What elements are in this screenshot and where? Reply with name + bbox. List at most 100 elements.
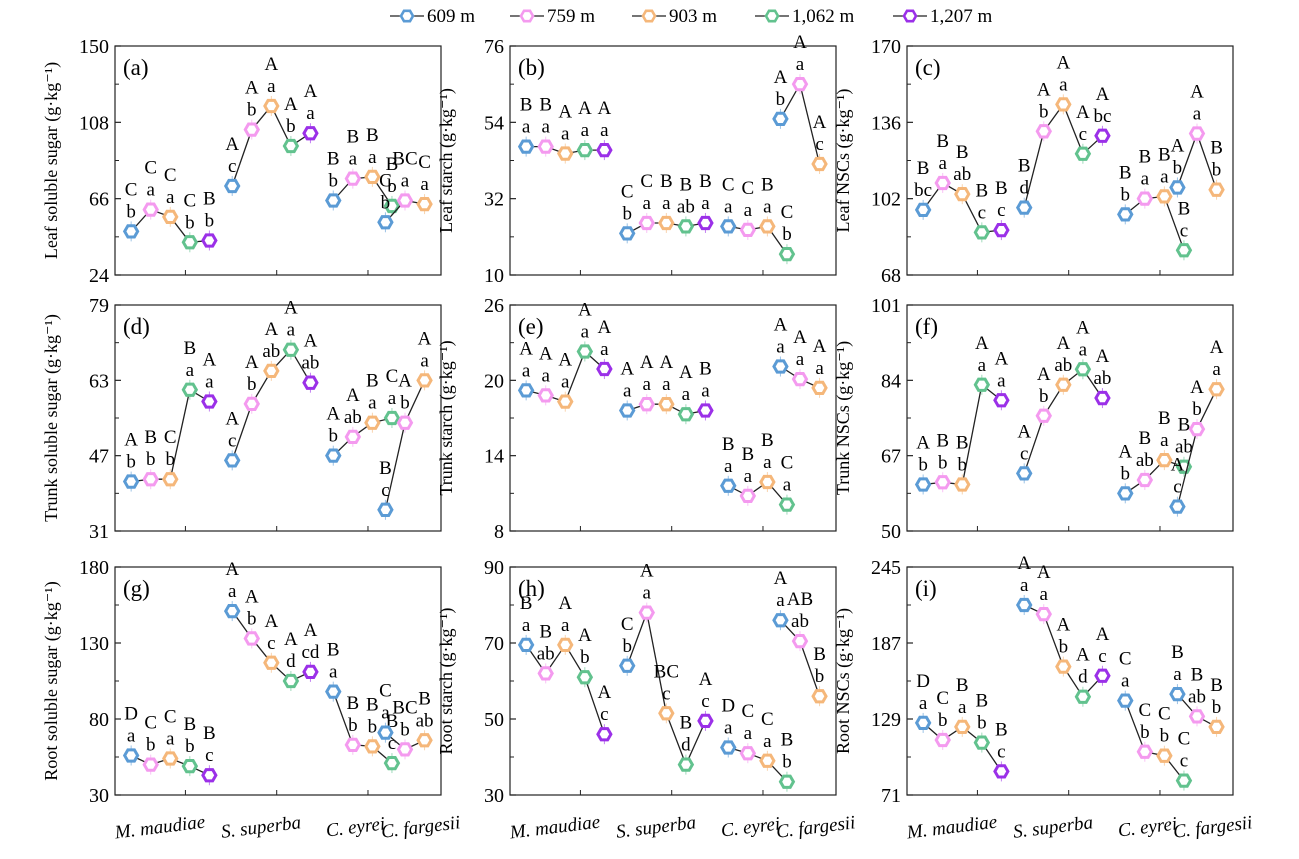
data-point-1-062-m: [973, 225, 991, 240]
significance-upper: A: [679, 362, 693, 383]
data-point-759-m: [1035, 607, 1053, 622]
significance-lower: b: [286, 116, 296, 137]
significance-lower: c: [1180, 220, 1188, 241]
data-point-609-m: [772, 111, 789, 126]
significance-lower: a: [763, 731, 772, 752]
significance-upper: A: [640, 352, 654, 373]
significance-lower: c: [997, 200, 1005, 221]
data-point-1-062-m: [973, 735, 991, 750]
significance-lower: a: [420, 174, 429, 195]
significance-lower: ab: [344, 407, 362, 428]
data-point-759-m: [739, 746, 757, 761]
significance-lower: b: [185, 736, 195, 757]
panel-i: 71 129 187 245 Root NSCs (g·kg⁻¹) (i) M. maudi…: [833, 553, 1254, 844]
significance-upper: B: [660, 171, 673, 192]
significance-lower: a: [796, 54, 805, 75]
significance-upper: A: [699, 669, 713, 690]
data-point-759-m: [1035, 408, 1053, 423]
significance-upper: B: [680, 713, 693, 734]
significance-lower: c: [662, 683, 670, 704]
significance-lower: b: [387, 176, 397, 197]
series-line: [332, 417, 393, 457]
significance-lower: b: [247, 100, 257, 121]
y-tick-label: 170: [871, 36, 901, 58]
panel-h: 30 50 70 90 Root starch (g·kg⁻¹) (h) M. maudia…: [436, 557, 857, 844]
panel-tag: (i): [915, 576, 937, 601]
significance-upper: A: [1171, 135, 1185, 156]
y-tick-label: 245: [871, 557, 901, 579]
significance-upper: A: [620, 358, 634, 379]
y-axis-label: Leaf NSCs (g·kg⁻¹): [833, 89, 854, 233]
significance-lower: b: [329, 426, 339, 447]
significance-lower: ab: [1188, 686, 1206, 707]
data-point-759-m: [791, 633, 809, 649]
data-point-903-m: [811, 380, 828, 395]
significance-lower: d: [1019, 178, 1029, 199]
significance-lower: b: [1140, 722, 1150, 743]
data-point-1-207-m: [1094, 128, 1111, 143]
significance-upper: D: [124, 703, 138, 724]
data-point-1-207-m: [596, 727, 613, 742]
data-point-1-207-m: [302, 375, 319, 390]
significance-upper: B: [520, 593, 533, 614]
significance-lower: a: [522, 360, 531, 381]
data-point-1-062-m: [778, 497, 796, 512]
significance-upper: A: [578, 98, 592, 119]
significance-upper: A: [284, 94, 298, 115]
significance-upper: A: [225, 134, 239, 155]
x-tick-label-c-fargesii: C. fargesii: [380, 812, 461, 843]
significance-upper: A: [326, 404, 340, 425]
significance-upper: B: [975, 180, 988, 201]
data-point-903-m: [658, 706, 675, 721]
significance-upper: A: [203, 350, 217, 371]
significance-lower: ab: [677, 196, 695, 217]
data-point-609-m: [325, 193, 342, 208]
y-tick-label: 130: [79, 633, 109, 655]
significance-upper: B: [366, 125, 379, 146]
significance-upper: A: [1017, 553, 1031, 574]
legend-item-903-m: 903 m: [632, 6, 717, 27]
significance-upper: B: [203, 723, 216, 744]
significance-upper: C: [379, 170, 392, 191]
data-point-903-m: [557, 394, 574, 409]
significance-upper: B: [936, 131, 949, 152]
significance-lower: a: [561, 372, 570, 393]
significance-upper: A: [1017, 421, 1031, 442]
data-point-609-m: [618, 226, 636, 241]
significance-upper: C: [781, 453, 794, 474]
significance-lower: b: [146, 735, 156, 756]
significance-lower: a: [776, 337, 785, 358]
panel-tag: (a): [123, 55, 149, 80]
data-point-609-m: [914, 715, 932, 731]
significance-upper: A: [225, 408, 239, 429]
significance-lower: b: [1039, 101, 1049, 122]
significance-upper: A: [659, 352, 673, 373]
significance-lower: a: [763, 196, 772, 217]
significance-upper: B: [1210, 138, 1223, 159]
data-point-759-m: [396, 742, 414, 757]
significance-lower: a: [783, 475, 792, 496]
significance-lower: a: [541, 117, 550, 138]
significance-lower: a: [561, 615, 570, 636]
panel-tag: (g): [123, 576, 150, 601]
significance-lower: b: [776, 89, 786, 110]
significance-upper: A: [1190, 82, 1204, 103]
significance-lower: a: [287, 320, 296, 341]
significance-lower: b: [400, 719, 410, 740]
x-tick-label-c-eyrei: C. eyrei: [325, 813, 387, 841]
significance-upper: BC: [392, 697, 417, 718]
significance-upper: B: [183, 714, 196, 735]
data-point-1-207-m: [697, 403, 714, 418]
significance-lower: b: [126, 201, 136, 222]
significance-lower: c: [267, 633, 275, 654]
significance-lower: b: [329, 170, 339, 191]
y-tick-label: 63: [89, 370, 109, 392]
data-point-759-m: [934, 175, 951, 191]
significance-lower: c: [1020, 443, 1028, 464]
data-point-903-m: [759, 219, 776, 234]
